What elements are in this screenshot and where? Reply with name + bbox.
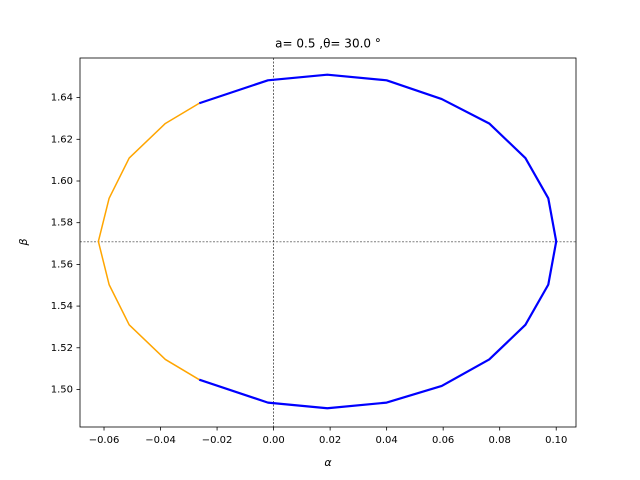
- x-tick-label: −0.02: [202, 435, 233, 446]
- y-tick-label: 1.60: [51, 176, 73, 187]
- x-tick-label: 0.02: [319, 435, 341, 446]
- chart-title: a= 0.5 ,θ= 30.0 °: [275, 37, 381, 51]
- x-tick-label: −0.06: [89, 435, 120, 446]
- y-tick-label: 1.62: [51, 134, 73, 145]
- y-tick-label: 1.64: [51, 93, 73, 104]
- x-tick-label: −0.04: [145, 435, 176, 446]
- plot-frame: [79, 57, 577, 428]
- curve: [198, 73, 558, 410]
- x-tick-label: 0.06: [432, 435, 454, 446]
- x-tick-label: 0.00: [262, 435, 284, 446]
- x-tick-label: 0.08: [489, 435, 511, 446]
- y-tick-label: 1.52: [51, 343, 73, 354]
- x-axis-label: α: [324, 456, 332, 469]
- y-tick-label: 1.56: [51, 259, 73, 270]
- y-tick-label: 1.50: [51, 384, 73, 395]
- y-tick-label: 1.54: [51, 301, 73, 312]
- curve: [97, 102, 200, 381]
- x-tick-label: 0.10: [545, 435, 567, 446]
- y-axis-label: β: [17, 238, 30, 246]
- y-tick-label: 1.58: [51, 218, 73, 229]
- x-tick-label: 0.04: [376, 435, 398, 446]
